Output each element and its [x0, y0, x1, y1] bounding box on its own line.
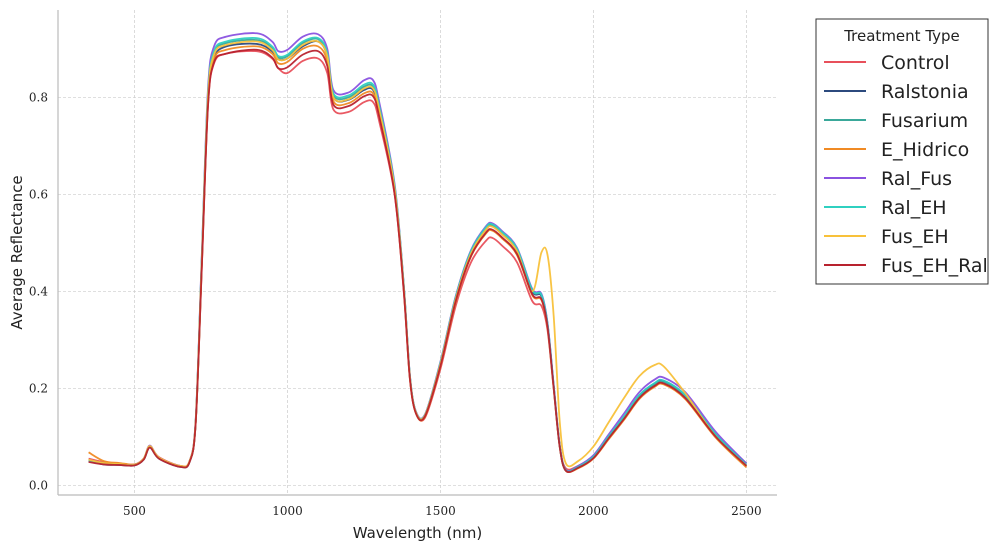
series-line-fus_eh_ral: [88, 48, 748, 473]
legend-label: Ral_EH: [881, 197, 947, 219]
y-tick-label: 0.4: [29, 284, 48, 298]
legend-title: Treatment Type: [843, 27, 960, 45]
grid: [58, 10, 777, 495]
x-tick-label: 1500: [425, 504, 456, 518]
legend-label: Fusarium: [881, 110, 968, 132]
x-tick-label: 2500: [731, 504, 762, 518]
series-line-fusarium: [88, 37, 748, 473]
y-tick-label: 0.0: [29, 478, 48, 492]
series-line-ral_fus: [88, 32, 748, 472]
legend-label: E_Hidrico: [881, 139, 969, 161]
x-tick-label: 1000: [272, 504, 303, 518]
y-tick-label: 0.8: [29, 90, 48, 104]
x-tick-labels: 500 1000 1500 2000 2500: [123, 504, 762, 518]
y-axis-label: Average Reflectance: [8, 175, 26, 329]
y-tick-label: 0.6: [29, 187, 48, 201]
legend-label: Fus_EH: [881, 226, 949, 248]
legend-label: Control: [881, 52, 950, 74]
legend: Treatment Type Control Ralstonia Fusarium E…: [815, 18, 989, 285]
series-lines: [88, 32, 748, 474]
axes: [57, 10, 777, 496]
x-tick-label: 2000: [578, 504, 609, 518]
series-line-fus_eh: [88, 39, 748, 468]
series-line-ral_eh: [88, 36, 748, 473]
x-tick-label: 500: [123, 504, 146, 518]
legend-box: [815, 18, 989, 285]
series-line-e_hidrico: [88, 44, 748, 474]
x-axis-label: Wavelength (nm): [353, 524, 483, 542]
legend-label: Ralstonia: [881, 81, 969, 103]
series-line-ralstonia: [88, 40, 748, 473]
legend-items: Control Ralstonia Fusarium E_Hidrico Ral_Fus…: [824, 52, 988, 277]
legend-label: Fus_EH_Ral: [881, 255, 988, 277]
series-line-control: [88, 50, 748, 471]
y-tick-labels: 0.0 0.2 0.4 0.6 0.8: [29, 90, 48, 492]
y-tick-label: 0.2: [29, 381, 48, 395]
legend-label: Ral_Fus: [881, 168, 952, 190]
